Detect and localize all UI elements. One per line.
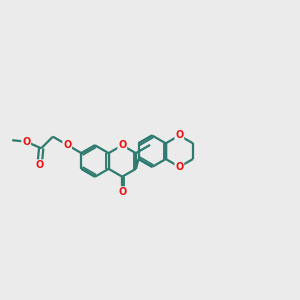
- Text: O: O: [118, 140, 126, 150]
- Text: O: O: [118, 187, 126, 197]
- Text: O: O: [22, 136, 30, 147]
- Text: O: O: [35, 160, 44, 170]
- Text: O: O: [175, 162, 184, 172]
- Text: O: O: [175, 130, 184, 140]
- Text: O: O: [63, 140, 71, 150]
